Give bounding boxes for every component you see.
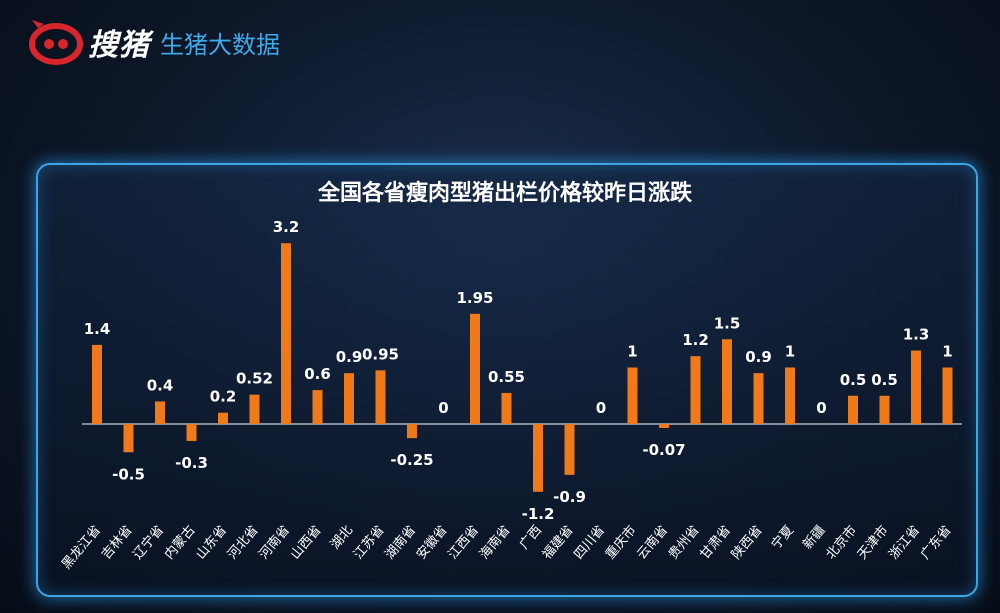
value-label-22: 1	[785, 343, 795, 361]
category-label-7: 山西省	[288, 523, 325, 563]
value-label-14: -1.2	[522, 505, 555, 523]
chart-title: 全国各省瘦肉型猪出栏价格较昨日涨跌	[317, 180, 693, 206]
pig-snout-logo-icon	[29, 20, 83, 65]
bar-21	[753, 373, 764, 424]
category-label-19: 贵州省	[666, 523, 703, 563]
value-label-11: 0	[438, 399, 448, 417]
bar-22	[785, 367, 795, 424]
value-label-12: 1.95	[456, 289, 493, 307]
category-label-17: 重庆市	[602, 522, 639, 562]
bar-26	[911, 350, 921, 424]
bar-8	[344, 373, 354, 424]
bar-10	[407, 424, 417, 439]
value-label-9: 0.95	[362, 345, 399, 363]
value-label-27: 1	[942, 343, 952, 361]
category-label-5: 河北省	[225, 523, 262, 563]
bar-19	[690, 356, 701, 424]
category-label-13: 海南省	[476, 522, 513, 562]
value-label-18: -0.07	[642, 441, 685, 459]
value-label-5: 0.52	[236, 370, 273, 388]
value-label-20: 1.5	[714, 314, 741, 332]
bar-18	[659, 424, 669, 428]
value-label-26: 1.3	[903, 326, 930, 344]
value-label-10: -0.25	[390, 451, 433, 469]
category-label-23: 新疆	[800, 522, 829, 552]
category-label-3: 内蒙古	[161, 522, 198, 562]
category-label-6: 河南省	[256, 522, 293, 562]
bar-3	[186, 424, 197, 441]
bar-9	[375, 370, 386, 424]
category-label-14: 广西	[517, 523, 545, 553]
value-label-1: -0.5	[112, 465, 145, 483]
category-label-9: 江苏省	[350, 522, 387, 562]
bar-6	[281, 243, 291, 424]
value-label-23: 0	[816, 399, 826, 417]
category-label-2: 辽宁省	[130, 522, 167, 562]
bar-2	[155, 401, 165, 424]
value-label-7: 0.6	[304, 365, 331, 383]
category-label-27: 广东省	[918, 523, 955, 563]
bar-12	[470, 313, 480, 424]
category-label-25: 天津市	[854, 522, 891, 562]
value-label-0: 1.4	[84, 320, 111, 338]
bar-24	[848, 395, 858, 424]
category-label-8: 湖北	[328, 523, 356, 553]
bar-14	[533, 424, 543, 492]
brand-subtitle: 生猪大数据	[160, 30, 280, 59]
bar-5	[249, 394, 260, 424]
value-label-15: -0.9	[553, 488, 586, 506]
value-label-8: 0.9	[336, 348, 363, 366]
chart-panel	[36, 163, 978, 597]
category-label-10: 湖南省	[382, 522, 419, 562]
category-label-11: 安徽省	[414, 523, 451, 563]
value-label-16: 0	[596, 399, 606, 417]
bar-4	[218, 412, 228, 424]
bar-0	[92, 344, 102, 424]
value-label-17: 1	[627, 343, 637, 361]
header: 搜猪 生猪大数据	[28, 12, 280, 72]
category-label-20: 甘肃省	[697, 523, 734, 563]
bar-25	[879, 395, 890, 424]
category-label-18: 云南省	[634, 522, 671, 562]
category-label-12: 江西省	[445, 523, 482, 563]
category-label-16: 四川省	[571, 523, 608, 563]
bar-13	[501, 392, 512, 424]
value-label-21: 0.9	[745, 348, 772, 366]
value-label-2: 0.4	[147, 376, 174, 394]
category-label-0: 黑龙江省	[59, 523, 104, 572]
bar-15	[564, 424, 575, 475]
category-label-4: 山东省	[193, 523, 230, 563]
value-label-6: 3.2	[273, 218, 300, 236]
value-label-3: -0.3	[175, 454, 208, 472]
bar-17	[627, 367, 638, 424]
category-label-21: 陕西省	[729, 523, 766, 563]
bar-20	[722, 339, 732, 424]
value-label-4: 0.2	[210, 388, 237, 406]
value-label-24: 0.5	[840, 371, 867, 389]
category-label-22: 宁夏	[768, 522, 797, 552]
brand-name: 搜猪	[88, 28, 150, 63]
category-label-26: 浙江省	[886, 523, 923, 563]
bar-7	[312, 390, 323, 424]
category-label-24: 北京市	[823, 522, 860, 562]
value-label-13: 0.55	[488, 368, 525, 386]
category-label-1: 吉林省	[99, 523, 136, 563]
bar-27	[942, 367, 953, 424]
value-label-19: 1.2	[682, 331, 709, 349]
bar-1	[123, 424, 134, 453]
value-label-25: 0.5	[871, 371, 898, 389]
category-label-15: 福建省	[540, 523, 577, 563]
